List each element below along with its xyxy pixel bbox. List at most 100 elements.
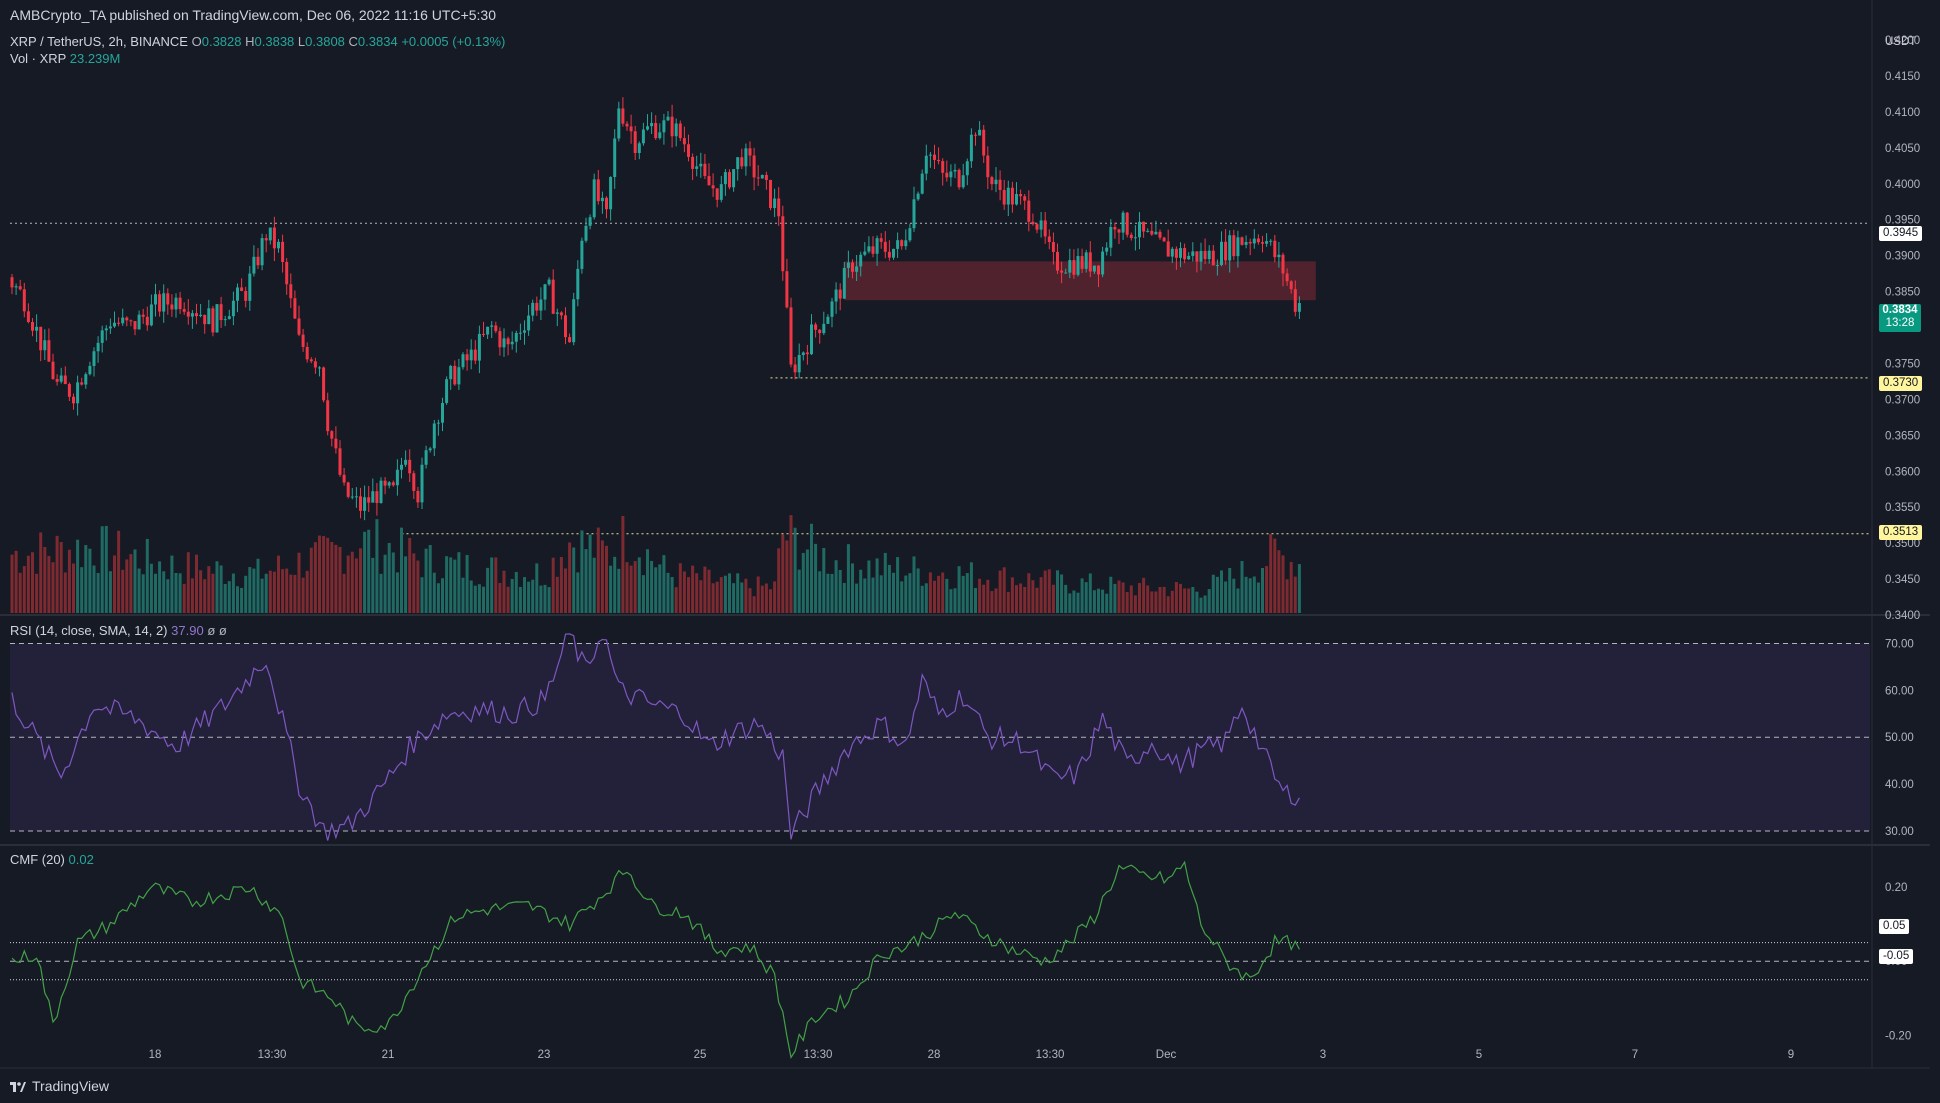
price-axis-tick: 0.4200 bbox=[1885, 35, 1920, 47]
candle-body bbox=[674, 123, 678, 137]
candle-body bbox=[625, 123, 629, 127]
volume-bar bbox=[1092, 590, 1096, 613]
volume-value: 23.239M bbox=[69, 51, 121, 66]
candle-body bbox=[1150, 230, 1154, 235]
volume-bar bbox=[596, 527, 600, 613]
volume-bar bbox=[1051, 584, 1055, 613]
volume-bar bbox=[178, 573, 182, 613]
volume-bar bbox=[252, 568, 256, 613]
candle-body bbox=[170, 304, 174, 310]
candle-body bbox=[584, 225, 588, 241]
candle-body bbox=[400, 464, 403, 470]
volume-bar bbox=[670, 577, 674, 613]
volume-bar bbox=[428, 545, 432, 613]
price-axis-currency: USDT bbox=[1885, 36, 1916, 48]
volume-bar bbox=[137, 568, 141, 613]
volume-bar bbox=[375, 519, 379, 613]
volume-bar bbox=[219, 565, 223, 613]
candle-body bbox=[892, 248, 895, 258]
candle-body bbox=[650, 123, 654, 127]
volume-bar bbox=[129, 554, 133, 613]
volume-bar bbox=[629, 565, 633, 613]
candle-body bbox=[387, 482, 391, 486]
volume-bar bbox=[867, 560, 871, 613]
candle-body bbox=[568, 337, 572, 343]
candle-body bbox=[223, 319, 227, 321]
volume-bar bbox=[51, 562, 55, 613]
volume-bar bbox=[424, 548, 428, 613]
volume-bar bbox=[367, 529, 371, 613]
volume-bar bbox=[457, 552, 461, 613]
candle-body bbox=[953, 169, 957, 172]
volume-bar bbox=[621, 515, 625, 613]
volume-bar bbox=[322, 536, 326, 613]
candle-body bbox=[375, 491, 379, 503]
volume-bar bbox=[482, 586, 485, 613]
candle-body bbox=[617, 108, 621, 139]
candle-body bbox=[773, 198, 777, 209]
volume-bar bbox=[326, 537, 330, 613]
price-axis-tick: 0.3950 bbox=[1885, 215, 1920, 227]
candle-body bbox=[301, 334, 305, 347]
candle-body bbox=[613, 138, 617, 177]
candle-body bbox=[1002, 190, 1006, 205]
volume-bar bbox=[1297, 564, 1301, 613]
candle-body bbox=[72, 396, 75, 404]
candle-body bbox=[1113, 226, 1117, 230]
volume-bar bbox=[166, 579, 170, 613]
volume-bar bbox=[1142, 577, 1146, 613]
cmf-label: CMF (20) bbox=[10, 852, 65, 867]
candle-body bbox=[510, 341, 514, 345]
volume-bar bbox=[223, 584, 227, 613]
volume-bar bbox=[1170, 590, 1174, 613]
candle-body bbox=[1195, 251, 1199, 262]
volume-bar bbox=[666, 572, 670, 613]
candle-body bbox=[100, 330, 104, 343]
volume-bar bbox=[449, 557, 453, 613]
volume-bar bbox=[851, 563, 854, 613]
candle-body bbox=[59, 375, 63, 382]
candle-body bbox=[555, 312, 559, 314]
volume-bar bbox=[133, 549, 137, 613]
candle-body bbox=[35, 326, 39, 331]
candle-body bbox=[523, 330, 526, 333]
candle-body bbox=[592, 179, 596, 218]
candle-body bbox=[88, 365, 92, 375]
candle-body bbox=[195, 313, 198, 317]
candle-body bbox=[965, 161, 969, 176]
candle-body bbox=[646, 126, 649, 130]
candle-body bbox=[379, 480, 383, 503]
tradingview-brand[interactable]: TradingView bbox=[10, 1078, 109, 1094]
candle-body bbox=[518, 332, 522, 334]
candle-body bbox=[896, 240, 900, 249]
volume-bar bbox=[47, 555, 51, 613]
candle-body bbox=[371, 491, 375, 503]
volume-bar bbox=[346, 555, 350, 613]
candle-body bbox=[424, 450, 428, 465]
candle-body bbox=[240, 287, 244, 291]
candle-body bbox=[978, 129, 982, 136]
cmf-axis-tick: -0.20 bbox=[1885, 1030, 1911, 1042]
volume-bar bbox=[691, 565, 695, 613]
time-axis-tick: 28 bbox=[928, 1049, 941, 1061]
candle-body bbox=[129, 320, 133, 322]
volume-bar bbox=[1252, 576, 1256, 613]
candle-body bbox=[1162, 237, 1166, 242]
candle-body bbox=[1256, 238, 1260, 243]
volume-bar bbox=[1060, 574, 1064, 613]
candle-body bbox=[728, 172, 731, 188]
candle-body bbox=[252, 256, 256, 274]
volume-bar bbox=[777, 548, 781, 613]
volume-bar bbox=[490, 557, 494, 613]
volume-bar bbox=[1146, 585, 1150, 613]
volume-bar bbox=[1293, 576, 1297, 613]
volume-bar bbox=[174, 572, 178, 613]
volume-bar bbox=[900, 581, 904, 613]
volume-bar bbox=[227, 581, 231, 613]
time-axis-tick: 3 bbox=[1320, 1049, 1326, 1061]
volume-bar bbox=[313, 542, 317, 613]
volume-bar bbox=[892, 572, 895, 613]
high-value: 0.3838 bbox=[254, 34, 295, 49]
candle-body bbox=[785, 271, 789, 308]
cmf-value: 0.02 bbox=[68, 852, 94, 867]
